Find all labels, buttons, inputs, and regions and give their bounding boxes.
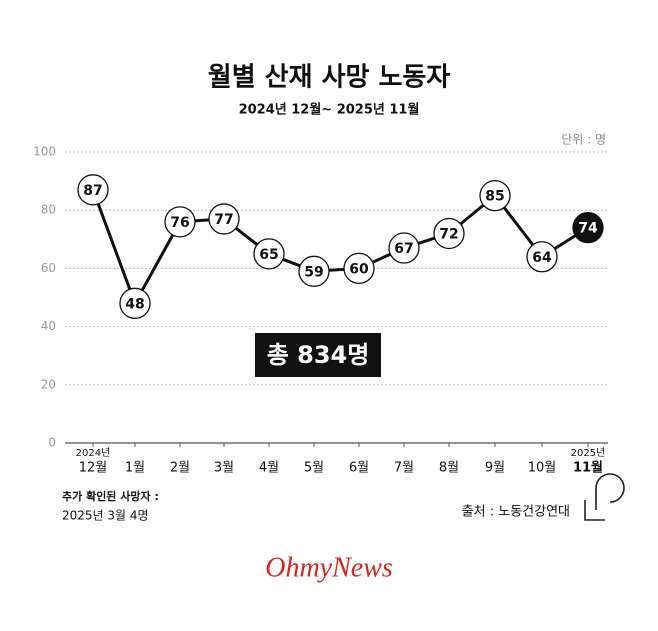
value-label: 59 <box>304 264 323 280</box>
value-label: 74 <box>578 221 598 237</box>
chart-title: 월별 산재 사망 노동자 <box>208 63 451 93</box>
value-label: 85 <box>485 189 504 205</box>
x-tick-label: 3월 <box>214 461 234 476</box>
y-tick-label: 20 <box>41 377 56 391</box>
x-tick-label: 9월 <box>485 461 505 476</box>
point <box>164 206 196 238</box>
x-year-label: 2024년 <box>76 447 111 459</box>
annotation: 총 834명 <box>267 341 370 369</box>
brand: OhmyNews <box>265 552 393 583</box>
chart-subtitle: 2024년 12월~ 2025년 11월 <box>239 102 420 118</box>
x-tick-label: 8월 <box>439 461 459 476</box>
point <box>298 255 330 287</box>
x-tick-label: 10월 <box>528 461 557 476</box>
footnote: 2025년 3월 4명 <box>62 509 149 523</box>
point <box>343 252 375 285</box>
footnote: 추가 확인된 사망자 : <box>62 489 159 503</box>
value-label: 60 <box>349 261 369 277</box>
point <box>208 203 240 235</box>
point <box>572 212 604 244</box>
point <box>77 174 109 206</box>
value-label: 72 <box>439 226 458 242</box>
x-tick-label: 5월 <box>304 461 324 476</box>
point <box>526 241 558 273</box>
source: 출처 : 노동건강연대 <box>462 505 570 520</box>
point <box>388 232 420 264</box>
y-tick-label: 40 <box>41 319 56 333</box>
x-tick-label: 12월 <box>79 461 108 476</box>
value-label: 77 <box>214 212 233 228</box>
y-tick-label: 60 <box>41 261 56 275</box>
value-label: 76 <box>170 215 189 231</box>
x-tick-label: 4월 <box>259 461 279 476</box>
value-label: 65 <box>259 247 278 263</box>
annotation-box <box>255 333 381 377</box>
y-tick-label: 0 <box>48 436 56 450</box>
line <box>91 189 589 305</box>
x-year-label: 2025년 <box>571 447 606 459</box>
point <box>119 287 151 319</box>
y-tick-label: 80 <box>41 203 56 217</box>
x-tick-label: 6월 <box>349 461 369 476</box>
x-tick-label: 2월 <box>170 461 190 476</box>
value-label: 48 <box>125 296 144 312</box>
x-tick-label: 11월 <box>573 460 603 476</box>
logo-icon <box>584 473 625 521</box>
value-label: 87 <box>83 183 102 199</box>
point <box>253 238 285 270</box>
x-tick-label: 7월 <box>394 461 414 476</box>
x-tick-label: 1월 <box>125 461 145 476</box>
point <box>433 217 465 250</box>
value-label: 67 <box>394 241 413 257</box>
value-label: 64 <box>532 250 552 266</box>
point <box>479 179 511 212</box>
unit-label: 단위 : 명 <box>561 133 606 147</box>
y-tick-label: 100 <box>33 145 56 159</box>
